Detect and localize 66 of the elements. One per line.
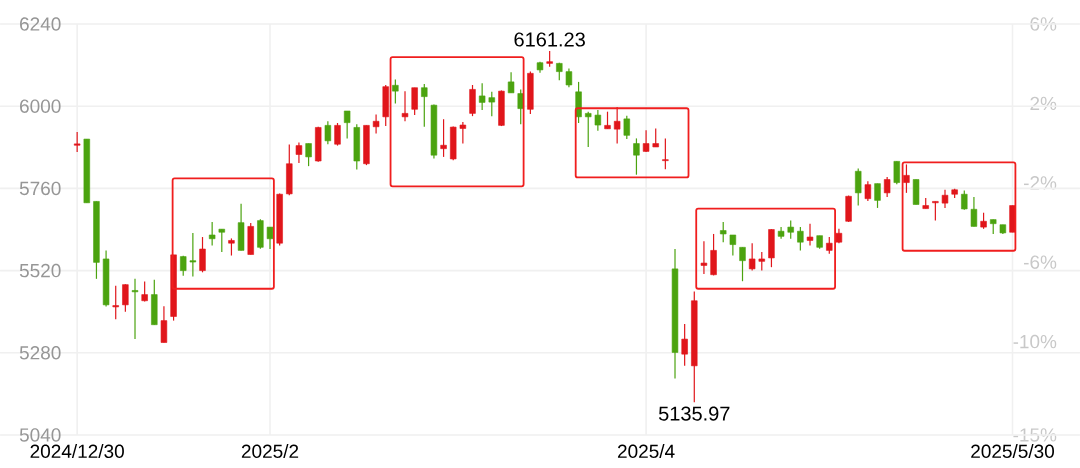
candlestick [662,137,669,170]
candlestick [681,323,688,367]
candlestick [324,120,332,145]
candlestick [343,110,351,139]
candlestick [112,285,119,320]
x-tick-label: 2025/4 [617,444,675,459]
x-tick-label: 2024/12/30 [30,444,124,459]
candlestick [748,242,756,272]
y-tick-label: 5280 [19,346,61,360]
candlestick [874,183,881,209]
y-tick-label: 5760 [19,181,61,196]
candlestick [73,131,81,153]
candlestick [652,127,659,148]
candlestick [797,226,804,251]
candlestick [565,67,573,88]
candlestick [189,232,197,278]
candlestick [334,122,341,147]
y-tick-label: 5520 [19,263,61,278]
annotation: 6161.23 [514,32,585,47]
candlestick [970,196,978,228]
candlestick [893,160,900,185]
candlestick [266,226,274,250]
candlestick [459,121,467,145]
candlestick [729,234,737,257]
candlestick [700,240,708,275]
candlestick [864,180,872,202]
candlestick [623,115,630,140]
y-tick-label: 5040 [19,428,61,442]
x-tick-label: 2025/2 [241,444,299,459]
candlestick [488,91,495,117]
candlestick [961,189,968,211]
candlestick [633,137,640,176]
y-tick-label: 6000 [20,99,61,113]
candlestick [421,83,428,128]
candlestick [199,236,206,273]
candlestick [855,167,862,207]
candlestick [305,142,312,167]
candlestick [941,189,949,209]
candlestick [372,113,380,135]
candlestick [218,228,225,253]
candlestick [131,278,139,340]
x-tick-label: 2025/5/30 [971,444,1055,459]
candlestick [613,106,621,145]
candlestick [720,221,727,243]
y-tick-label: 6240 [20,17,61,31]
candlestick [787,220,794,240]
candlestick [478,82,486,111]
candlestick [739,246,746,282]
candlestick [903,163,910,194]
candlestick [585,111,592,148]
candlestick [469,84,476,117]
candlestick [401,90,409,122]
candlestick [758,251,765,272]
candlestick [295,141,303,164]
candlestick [440,118,447,158]
candlestick [594,109,602,132]
candlestick [806,223,814,247]
candlestick [411,87,418,116]
candlestick [208,221,216,247]
candlestick [507,71,515,94]
candlestick [883,176,891,198]
annotation: 5135.97 [658,406,730,421]
candlestick [122,283,129,313]
candlestick [160,305,168,344]
candlestick [392,78,399,105]
candlestick [932,200,939,222]
